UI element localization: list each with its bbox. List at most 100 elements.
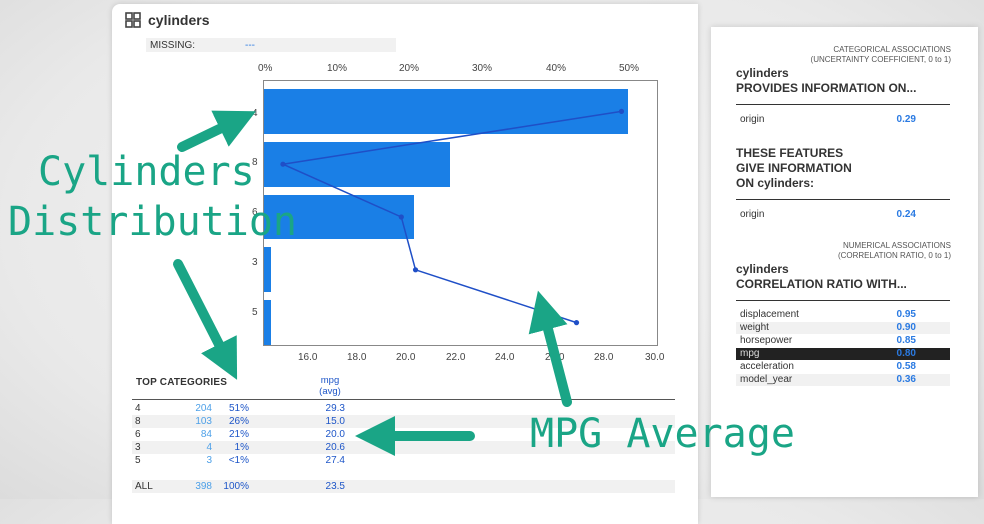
correlation-value: 0.36 <box>896 374 916 385</box>
correlation-value: 0.95 <box>896 309 916 320</box>
row-count: 4 <box>206 442 212 453</box>
correlation-value: 0.90 <box>896 322 916 333</box>
mpg-point <box>573 320 580 326</box>
given-title-2: GIVE INFORMATION <box>736 161 852 175</box>
row-percent: 51% <box>228 403 249 414</box>
categorical-header: CATEGORICAL ASSOCIATIONS <box>833 45 951 54</box>
top-tick: 40% <box>546 63 567 74</box>
top-tick: 20% <box>399 63 420 74</box>
row-count: 103 <box>195 416 212 427</box>
correlation-name: model_year <box>740 374 793 385</box>
arrow-to-chart-icon <box>177 110 257 152</box>
categorical-title-feature: cylinders <box>736 66 789 80</box>
bottom-tick: 16.0 <box>298 352 318 363</box>
bar <box>264 89 629 134</box>
distribution-plot <box>263 80 658 346</box>
correlation-row: displacement 0.95 <box>736 309 950 321</box>
mpg-point <box>412 267 419 273</box>
annotation-cylinders: Cylinders <box>38 149 255 195</box>
annotation-arrows <box>173 110 572 456</box>
table-row: 5 3 <1% 27.4 <box>132 454 675 467</box>
panel-tab <box>380 4 460 34</box>
row-percent: 1% <box>234 442 249 453</box>
missing-label: MISSING: <box>150 40 196 51</box>
row-category: ALL <box>135 481 153 492</box>
missing-value: --- <box>245 40 255 51</box>
bar <box>264 194 415 240</box>
y-tick-label: 3 <box>252 257 258 268</box>
association-name: origin <box>740 209 765 220</box>
arrow-to-table-icon <box>173 259 238 380</box>
row-mpg: 29.3 <box>325 403 345 414</box>
correlation-row-highlighted[interactable]: mpg 0.80 <box>736 348 950 360</box>
bottom-tick: 30.0 <box>645 352 665 363</box>
table-row: 8 103 26% 15.0 <box>132 415 675 428</box>
feature-title: cylinders <box>148 12 210 28</box>
correlation-value: 0.80 <box>896 348 916 359</box>
divider <box>736 300 950 301</box>
arrow-to-mpg-line-icon <box>528 290 572 407</box>
top-categories-label: TOP CATEGORIES <box>136 377 228 388</box>
numerical-header: NUMERICAL ASSOCIATIONS <box>842 241 951 250</box>
association-name: origin <box>740 114 765 125</box>
correlation-value: 0.85 <box>896 335 916 346</box>
bottom-tick: 22.0 <box>446 352 466 363</box>
table-divider <box>132 399 675 400</box>
correlation-name: weight <box>740 322 769 333</box>
bottom-tick: 28.0 <box>594 352 614 363</box>
annotation-distribution: Distribution <box>8 199 297 245</box>
given-title-1: THESE FEATURES <box>736 146 844 160</box>
mpg-avg-header: mpg (avg) <box>300 375 360 397</box>
association-value: 0.29 <box>896 114 916 125</box>
row-count: 204 <box>195 403 212 414</box>
given-title-3: ON cylinders: <box>736 176 815 190</box>
categorical-title: PROVIDES INFORMATION ON... <box>736 81 917 95</box>
bar <box>264 300 272 345</box>
table-row: 3 4 1% 20.6 <box>132 441 675 454</box>
table-total-row: ALL 398 100% 23.5 <box>132 480 675 493</box>
row-percent: 26% <box>228 416 249 427</box>
bottom-tick: 20.0 <box>396 352 416 363</box>
numerical-title: CORRELATION RATIO WITH... <box>736 277 907 291</box>
top-tick: 10% <box>327 63 348 74</box>
y-tick-label: 6 <box>252 207 258 218</box>
row-category: 4 <box>135 403 141 414</box>
correlation-name: mpg <box>740 348 760 359</box>
row-count: 398 <box>195 481 212 492</box>
correlation-row: horsepower 0.85 <box>736 335 950 347</box>
association-row: origin 0.29 <box>736 114 950 126</box>
mpg-header: mpg <box>320 375 340 386</box>
association-row: origin 0.24 <box>736 209 950 221</box>
correlation-row: weight 0.90 <box>736 322 950 334</box>
correlation-name: acceleration <box>740 361 794 372</box>
mpg-point <box>398 214 404 220</box>
row-count: 3 <box>206 455 212 466</box>
y-tick-label: 8 <box>252 157 258 168</box>
row-mpg: 27.4 <box>325 455 345 466</box>
correlation-name: horsepower <box>740 335 793 346</box>
numerical-subheader: (CORRELATION RATIO, 0 to 1) <box>837 251 951 260</box>
row-category: 5 <box>135 455 141 466</box>
table-row: 6 84 21% 20.0 <box>132 428 675 441</box>
correlation-row: model_year 0.36 <box>736 374 950 386</box>
bottom-tick: 18.0 <box>347 352 367 363</box>
bar <box>264 141 450 187</box>
avg-subheader: (avg) <box>319 386 341 397</box>
divider <box>736 199 950 200</box>
correlation-row: acceleration 0.58 <box>736 361 950 373</box>
top-tick: 0% <box>258 63 273 74</box>
row-category: 6 <box>135 429 141 440</box>
row-percent: 100% <box>223 481 249 492</box>
row-category: 8 <box>135 416 141 427</box>
categorical-subheader: (UNCERTAINTY COEFFICIENT, 0 to 1) <box>810 55 951 64</box>
mpg-line-chart <box>280 108 625 326</box>
row-mpg: 20.0 <box>325 429 345 440</box>
row-mpg: 23.5 <box>325 481 345 492</box>
bar <box>264 247 272 293</box>
missing-row <box>146 38 396 52</box>
grid-icon <box>125 12 141 28</box>
correlation-value: 0.58 <box>896 361 916 372</box>
bottom-tick: 24.0 <box>495 352 515 363</box>
divider <box>736 104 950 105</box>
correlation-name: displacement <box>740 309 799 320</box>
